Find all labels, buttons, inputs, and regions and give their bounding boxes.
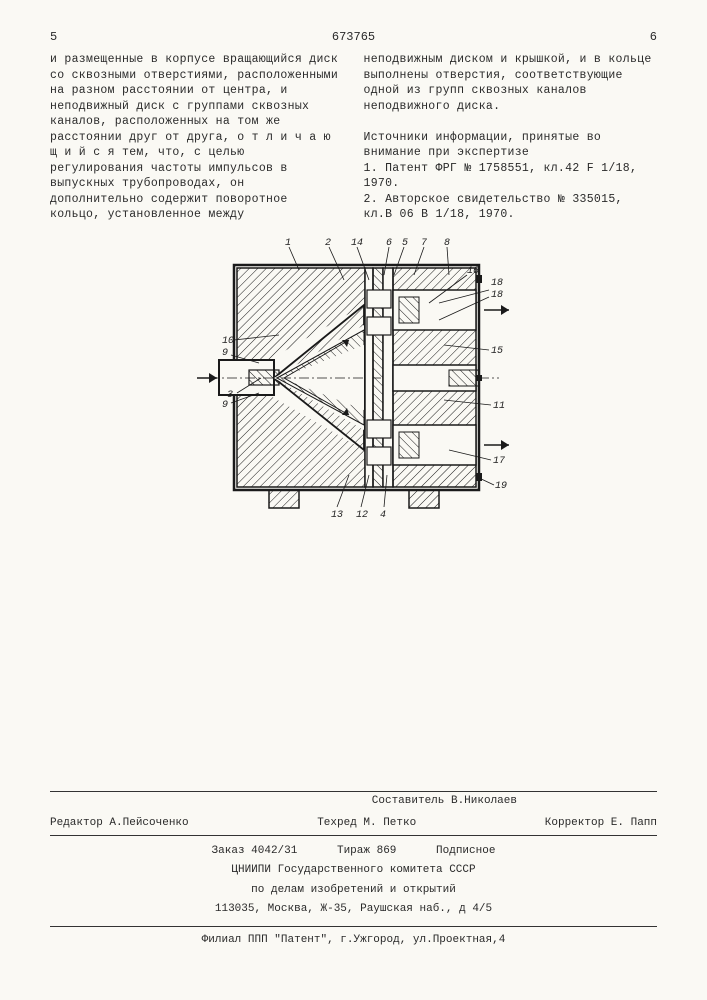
label-17: 17: [493, 456, 505, 467]
editor: Редактор А.Пейсоченко: [50, 816, 189, 831]
label-16: 16: [467, 266, 479, 277]
label-8: 8: [444, 238, 450, 249]
corrector: Корректор Е. Папп: [545, 816, 657, 831]
org1: ЦНИИПИ Государственного комитета СССР: [50, 861, 657, 880]
label-11: 11: [493, 401, 505, 412]
label-5: 5: [402, 238, 408, 249]
label-9b: 9: [222, 400, 228, 411]
technical-drawing: 1 2 14 6 5 7 8 18 18 15 11 17: [189, 235, 519, 525]
label-1: 1: [285, 238, 291, 249]
branch: Филиал ППП "Патент", г.Ужгород, ул.Проек…: [50, 927, 657, 950]
source-item-2: 2. Авторское свидетельство № 335015, кл.…: [364, 192, 658, 223]
page-num-right: 6: [650, 30, 657, 44]
subscript: Подписное: [436, 845, 495, 857]
label-7: 7: [421, 238, 427, 249]
page-num-left: 5: [50, 30, 57, 44]
left-column: и размещенные в корпусе вращающийся диск…: [50, 52, 344, 223]
label-3: 3: [227, 390, 233, 401]
footer: Составитель В.Николаев Редактор А.Пейсоч…: [50, 791, 657, 950]
label-6: 6: [386, 238, 392, 249]
label-2: 2: [325, 238, 331, 249]
label-18b: 18: [491, 290, 503, 301]
sources-title: Источники информации, принятые во вниман…: [364, 130, 658, 161]
right-column: неподвижным диском и крышкой, и в кольце…: [364, 52, 658, 223]
label-12: 12: [356, 510, 368, 521]
label-4: 4: [380, 510, 386, 521]
order: Заказ 4042/31: [212, 845, 298, 857]
address: 113035, Москва, Ж-35, Раушская наб., д 4…: [50, 900, 657, 919]
label-19: 19: [495, 481, 507, 492]
label-14: 14: [351, 238, 363, 249]
org2: по делам изобретений и открытий: [50, 881, 657, 900]
compiler: Составитель В.Николаев: [50, 792, 657, 811]
techred: Техред М. Петко: [317, 816, 416, 831]
label-18a: 18: [491, 278, 503, 289]
right-para1: неподвижным диском и крышкой, и в кольце…: [364, 52, 658, 114]
label-9a: 9: [222, 348, 228, 359]
source-item-1: 1. Патент ФРГ № 1758551, кл.42 F 1/18, 1…: [364, 161, 658, 192]
label-10: 10: [222, 336, 234, 347]
doc-number: 673765: [57, 30, 650, 44]
label-13: 13: [331, 510, 343, 521]
label-15: 15: [491, 346, 503, 357]
tirazh: Тираж 869: [337, 845, 396, 857]
